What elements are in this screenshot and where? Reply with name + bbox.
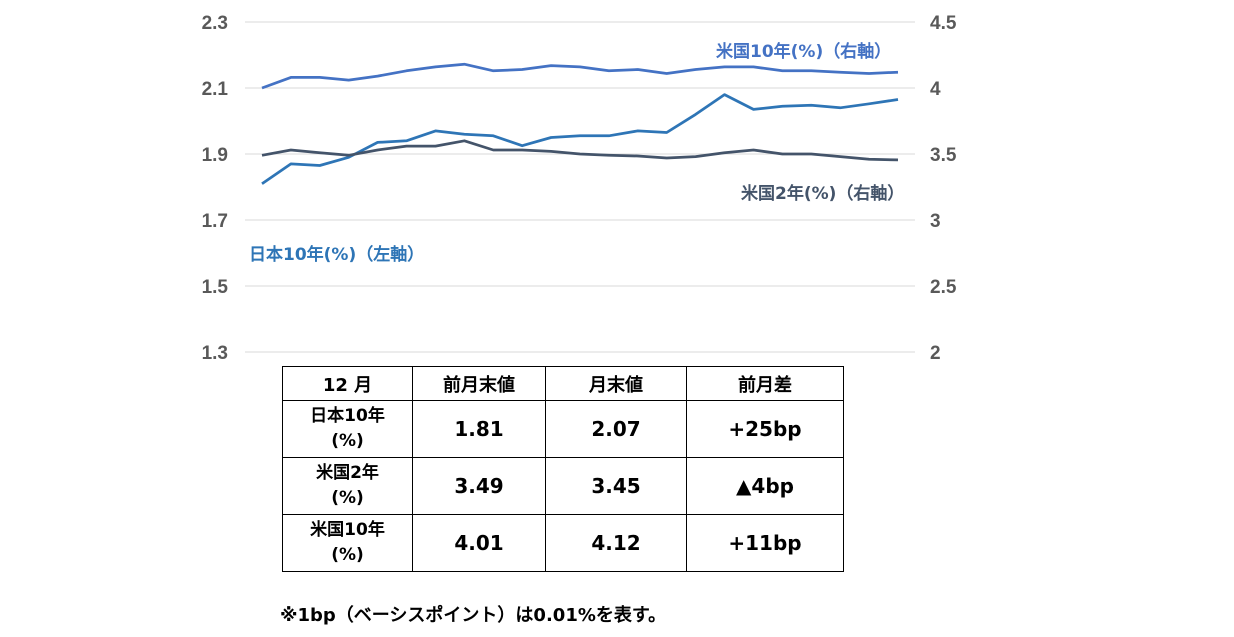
yield-summary-table: 12 月 前月末値 月末値 前月差 日本10年 (%) 1.81 2.07 +25…	[282, 366, 844, 572]
cell-diff: +11bp	[686, 514, 844, 572]
cell-prev: 3.49	[412, 457, 546, 515]
table-row: 米国10年 (%) 4.01 4.12 +11bp	[282, 514, 844, 572]
row-label-jp10y: 日本10年 (%)	[282, 400, 413, 458]
right-axis-ticks: 4.5 4 3.5 3 2.5 2	[930, 13, 957, 364]
left-axis-ticks: 2.3 2.1 1.9 1.7 1.5 1.3	[202, 13, 229, 364]
line-chart: 2.3 2.1 1.9 1.7 1.5 1.3 4.5 4 3.5 3 2.5 2 米国10年(%)…	[202, 13, 957, 364]
table-row: 日本10年 (%) 1.81 2.07 +25bp	[282, 400, 844, 458]
table-header-row: 12 月 前月末値 月末値 前月差	[282, 366, 844, 401]
jp10y-line	[261, 93, 899, 185]
left-tick-label: 2.1	[202, 79, 229, 100]
footnote: ※1bp（ベーシスポイント）は0.01%を表す。	[280, 605, 667, 626]
series-lines	[261, 62, 899, 185]
left-tick-label: 1.9	[202, 145, 228, 166]
left-tick-label: 1.7	[202, 211, 228, 232]
cell-diff: +25bp	[686, 400, 844, 458]
series-label-us2y: 米国2年(%)（右軸）	[741, 183, 904, 204]
right-tick-label: 2.5	[930, 277, 957, 298]
cell-prev: 4.01	[412, 514, 546, 572]
row-label-us10y: 米国10年 (%)	[282, 514, 413, 572]
header-change: 前月差	[686, 366, 844, 401]
right-tick-label: 2	[930, 343, 941, 364]
right-tick-label: 3.5	[930, 145, 957, 166]
header-month-end: 月末値	[545, 366, 687, 401]
cell-prev: 1.81	[412, 400, 546, 458]
cell-end: 4.12	[545, 514, 687, 572]
right-tick-label: 4.5	[930, 13, 957, 34]
us2y-line	[261, 139, 899, 162]
cell-end: 2.07	[545, 400, 687, 458]
left-tick-label: 1.5	[202, 277, 229, 298]
right-tick-label: 3	[930, 211, 941, 232]
right-tick-label: 4	[930, 79, 941, 100]
table-row: 米国2年 (%) 3.49 3.45 ▲4bp	[282, 457, 844, 515]
header-month: 12 月	[282, 366, 413, 401]
series-label-jp10y: 日本10年(%)（左軸）	[249, 244, 424, 265]
left-tick-label: 1.3	[202, 343, 228, 364]
series-label-us10y: 米国10年(%)（右軸）	[716, 41, 891, 62]
us10y-line	[261, 62, 899, 90]
header-prev-month-end: 前月末値	[412, 366, 546, 401]
row-label-us2y: 米国2年 (%)	[282, 457, 413, 515]
cell-diff: ▲4bp	[686, 457, 844, 515]
cell-end: 3.45	[545, 457, 687, 515]
left-tick-label: 2.3	[202, 13, 228, 34]
